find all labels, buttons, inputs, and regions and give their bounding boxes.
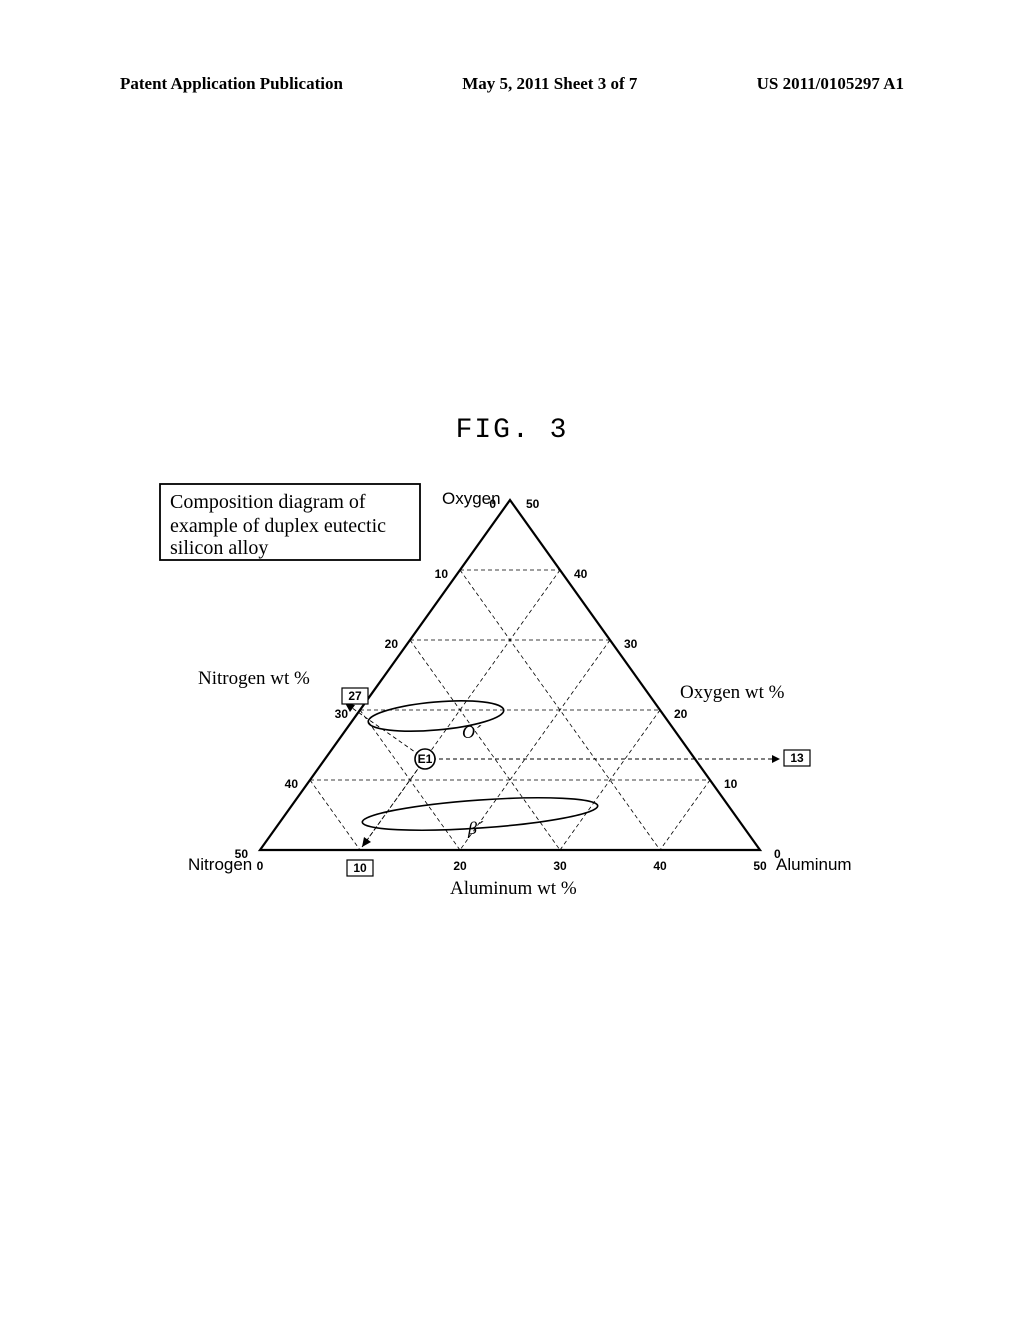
- svg-text:E1: E1: [418, 752, 433, 766]
- title-box-line-3: silicon alloy: [170, 537, 268, 559]
- triangle-grid: [310, 570, 710, 850]
- ternary-diagram: Composition diagram of example of duplex…: [140, 480, 900, 905]
- svg-text:30: 30: [553, 859, 567, 873]
- svg-text:β´: β´: [467, 818, 484, 838]
- svg-text:20: 20: [453, 859, 467, 873]
- ticks-right: 50 40 30 20 10 0: [526, 497, 781, 861]
- triangle-outline: [260, 500, 760, 850]
- svg-text:20: 20: [385, 637, 399, 651]
- svg-text:40: 40: [653, 859, 667, 873]
- callout-aluminum: 10: [347, 860, 373, 876]
- svg-text:30: 30: [624, 637, 638, 651]
- ticks-bottom: 0 20 30 40 50: [257, 859, 767, 873]
- axis-label-bottom: Aluminum wt %: [450, 878, 577, 899]
- svg-text:27: 27: [348, 689, 362, 703]
- page-header: Patent Application Publication May 5, 20…: [0, 74, 1024, 94]
- svg-text:50: 50: [753, 859, 767, 873]
- title-box-line-1: Composition diagram of: [170, 491, 366, 513]
- callout-oxygen: 13: [784, 750, 810, 766]
- e1-marker: E1: [415, 749, 435, 769]
- svg-text:50: 50: [526, 497, 540, 511]
- svg-text:0: 0: [489, 497, 496, 511]
- svg-text:13: 13: [790, 751, 804, 765]
- svg-text:10: 10: [724, 777, 738, 791]
- title-box-line-2: example of duplex eutectic: [170, 515, 386, 537]
- callout-nitrogen: 27: [342, 688, 368, 704]
- svg-text:40: 40: [285, 777, 299, 791]
- svg-text:50: 50: [235, 847, 249, 861]
- vertex-label-right: Aluminum: [776, 855, 852, 874]
- figure-title: FIG. 3: [0, 415, 1024, 446]
- header-right: US 2011/0105297 A1: [757, 74, 904, 94]
- axis-label-right: Oxygen wt %: [680, 682, 785, 703]
- svg-text:0: 0: [257, 859, 264, 873]
- svg-text:0: 0: [774, 847, 781, 861]
- header-left: Patent Application Publication: [120, 74, 343, 94]
- region-o-prime: O´: [367, 696, 505, 742]
- header-center: May 5, 2011 Sheet 3 of 7: [462, 74, 637, 94]
- svg-text:20: 20: [674, 707, 688, 721]
- e1-reference-lines: [345, 703, 780, 847]
- axis-label-left: Nitrogen wt %: [198, 668, 310, 689]
- svg-text:10: 10: [435, 567, 449, 581]
- svg-text:40: 40: [574, 567, 588, 581]
- svg-text:10: 10: [353, 861, 367, 875]
- svg-text:30: 30: [335, 707, 349, 721]
- svg-text:O´: O´: [462, 722, 482, 742]
